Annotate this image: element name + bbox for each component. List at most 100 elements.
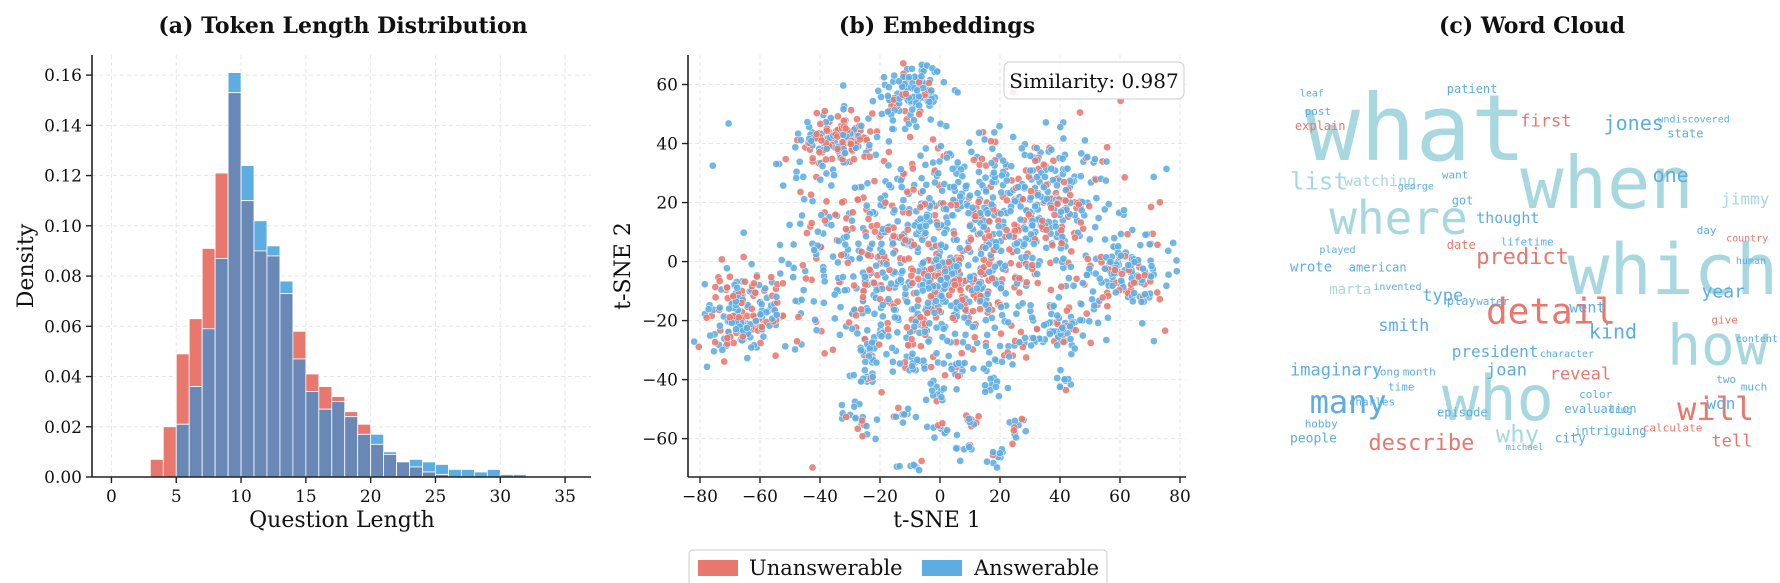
embedding-point-unanswerable [715, 277, 724, 285]
embedding-point-answerable [924, 337, 933, 346]
embedding-point-answerable [851, 183, 859, 192]
embedding-point-answerable [889, 357, 897, 366]
embedding-point-unanswerable [1047, 286, 1055, 294]
embedding-point-answerable [893, 328, 902, 337]
embeddings-ytick-label: 40 [656, 135, 678, 155]
embedding-point-answerable [952, 385, 961, 394]
embedding-point-answerable [997, 188, 1006, 197]
embedding-point-unanswerable [856, 135, 864, 144]
embedding-point-answerable [818, 162, 827, 170]
embedding-point-unanswerable [904, 254, 913, 263]
embedding-point-unanswerable [841, 124, 850, 133]
embedding-point-answerable [882, 350, 891, 359]
histogram-bars [149, 72, 527, 478]
embedding-point-unanswerable [1085, 202, 1094, 211]
embedding-point-answerable [1005, 352, 1014, 361]
wordcloud-word: will [1677, 390, 1754, 428]
embedding-point-unanswerable [938, 419, 947, 428]
embedding-point-answerable [822, 169, 831, 178]
embedding-point-answerable [862, 201, 871, 210]
embedding-point-answerable [862, 232, 870, 241]
embedding-point-answerable [900, 410, 909, 419]
embedding-point-answerable [932, 349, 941, 358]
embedding-point-answerable [791, 345, 799, 354]
embedding-point-unanswerable [829, 345, 837, 354]
embedding-point-unanswerable [1111, 266, 1119, 274]
embedding-point-unanswerable [858, 432, 867, 441]
histogram-xtick-label: 15 [295, 487, 317, 507]
histogram-ytick-label: 0.00 [44, 468, 82, 488]
embeddings-xtick-label: −60 [742, 487, 778, 507]
embedding-point-answerable [884, 161, 893, 170]
embedding-point-answerable [956, 192, 965, 201]
embedding-point-answerable [839, 273, 847, 281]
embedding-point-answerable [812, 326, 821, 335]
wordcloud-word: reveal [1550, 364, 1611, 384]
embedding-point-unanswerable [929, 135, 937, 144]
embedding-point-answerable [937, 393, 946, 402]
embedding-point-unanswerable [711, 338, 719, 347]
wordcloud-title: (c) Word Cloud [1439, 13, 1625, 39]
embedding-point-answerable [969, 364, 978, 373]
embedding-point-unanswerable [711, 283, 720, 291]
embedding-point-answerable [1015, 338, 1024, 347]
wordcloud-word: evaluation [1564, 402, 1636, 416]
embedding-point-answerable [981, 387, 990, 396]
embeddings-panel: (b) Embeddings −80 −60 −40 −20 0 20 40 60 80−60−… [611, 13, 1191, 533]
embeddings-xtick-label: 60 [1109, 487, 1131, 507]
histogram-bar-unanswerable [149, 459, 164, 478]
embedding-point-answerable [1031, 202, 1039, 211]
embedding-point-unanswerable [848, 208, 857, 217]
embedding-point-unanswerable [1050, 211, 1059, 219]
embedding-point-answerable [798, 211, 806, 220]
histogram-bar-unanswerable [175, 353, 190, 425]
embedding-point-unanswerable [976, 268, 985, 277]
embedding-point-answerable [878, 248, 887, 257]
histogram-bar-overlap [214, 258, 229, 478]
embedding-point-answerable [966, 191, 974, 200]
wordcloud-panel: (c) Word Cloud whatwhenwhichwhohowwhered… [1290, 13, 1778, 456]
embedding-point-unanswerable [852, 311, 860, 320]
embedding-point-answerable [1081, 136, 1089, 145]
embedding-point-answerable [983, 457, 991, 466]
wordcloud-word: water [1476, 295, 1509, 308]
embedding-point-answerable [814, 227, 822, 236]
histogram-bar-overlap [383, 453, 397, 478]
embedding-point-answerable [1067, 262, 1075, 271]
embedding-point-unanswerable [916, 313, 925, 322]
embedding-point-answerable [1164, 270, 1173, 279]
embedding-point-unanswerable [985, 232, 994, 240]
embedding-point-answerable [1085, 317, 1094, 326]
embedding-point-answerable [1049, 176, 1057, 184]
embedding-point-answerable [822, 144, 831, 153]
wordcloud-word: explain [1295, 119, 1346, 133]
embedding-point-answerable [870, 309, 879, 318]
embedding-point-answerable [1076, 316, 1085, 324]
embedding-point-unanswerable [868, 109, 877, 118]
embeddings-xtick-label: 0 [935, 487, 946, 507]
wordcloud-word: tell [1711, 431, 1752, 451]
embedding-point-answerable [940, 280, 949, 289]
embedding-point-answerable [1169, 239, 1178, 247]
embedding-point-answerable [1053, 311, 1062, 320]
wordcloud-word: month [1403, 366, 1436, 379]
legend-label-unanswerable: Unanswerable [749, 556, 903, 580]
embedding-point-answerable [1002, 176, 1011, 185]
embedding-point-answerable [939, 359, 948, 368]
histogram-bar-overlap [318, 408, 333, 478]
embedding-point-answerable [865, 141, 874, 149]
embeddings-xtick-label: 40 [1049, 487, 1071, 507]
embedding-point-unanswerable [875, 340, 884, 349]
wordcloud-word: which [1567, 229, 1778, 311]
embedding-point-unanswerable [747, 304, 756, 313]
embedding-point-answerable [841, 240, 850, 249]
embedding-point-answerable [1130, 258, 1139, 266]
histogram-xtick-label: 25 [425, 487, 447, 507]
embedding-point-unanswerable [865, 152, 874, 161]
embedding-point-answerable [934, 169, 943, 178]
embedding-point-answerable [849, 272, 858, 281]
embedding-point-unanswerable [1129, 278, 1138, 287]
embedding-point-unanswerable [1048, 241, 1057, 250]
embedding-point-answerable [808, 197, 817, 205]
